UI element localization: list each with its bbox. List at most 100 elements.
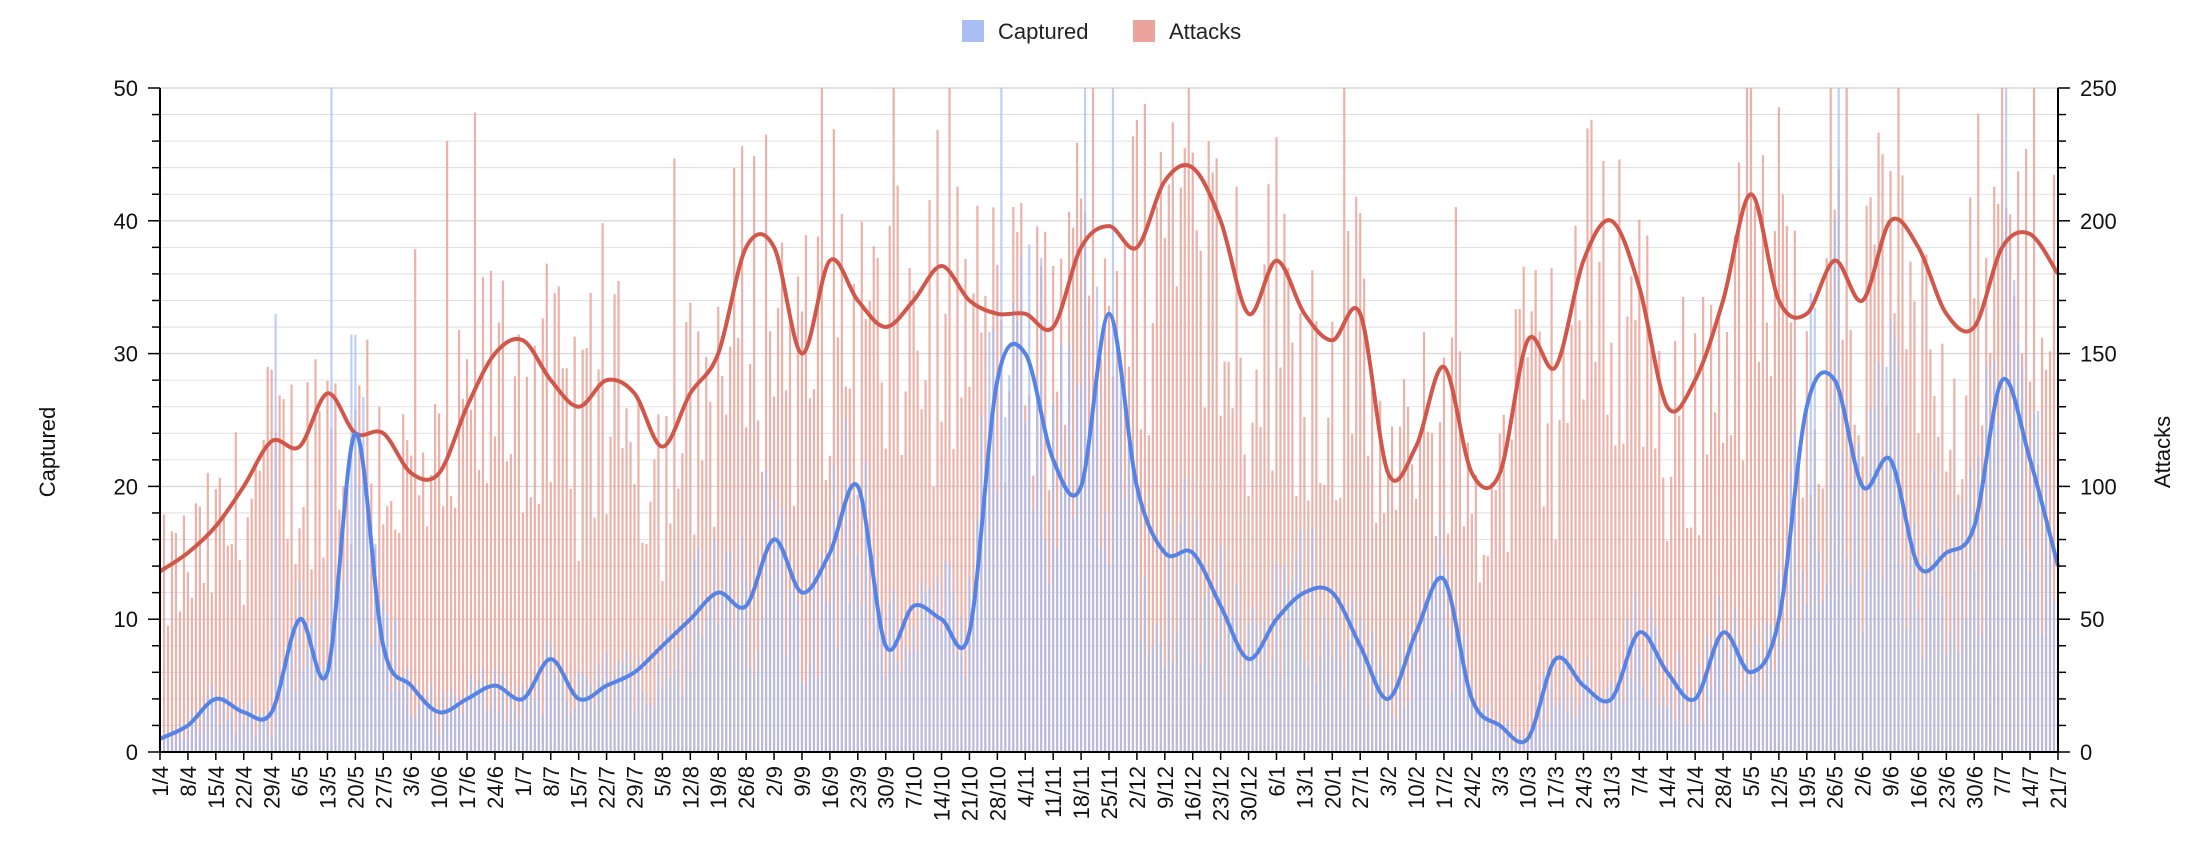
attacks-bar: [741, 146, 744, 753]
captured-bar: [2025, 549, 2028, 752]
attacks-bar: [1259, 427, 1262, 752]
attacks-bar: [286, 538, 289, 752]
captured-bar: [326, 661, 329, 752]
captured-bar: [1749, 682, 1753, 752]
attacks-bar: [808, 398, 812, 752]
captured-bar: [406, 668, 409, 752]
captured-bar: [1454, 629, 1457, 752]
captured-bar: [836, 647, 839, 752]
x-tick-label: 13/1: [1292, 766, 1317, 809]
captured-bar: [605, 652, 608, 752]
captured-bar: [876, 596, 879, 752]
captured-bar: [880, 613, 883, 752]
legend[interactable]: Captured Attacks: [962, 19, 1241, 44]
attacks-bar: [302, 507, 305, 752]
captured-bar: [764, 470, 768, 752]
captured-bar: [1271, 658, 1274, 752]
attacks-bar: [1279, 367, 1282, 752]
captured-bar: [1355, 632, 1358, 752]
attacks-bar: [314, 359, 317, 752]
captured-bar: [1311, 527, 1314, 752]
attacks-bar: [1418, 430, 1422, 752]
captured-bar: [1203, 597, 1206, 752]
attacks-bar: [250, 498, 253, 752]
captured-bar: [1000, 88, 1003, 752]
captured-bar: [1881, 578, 1884, 752]
attacks-bar: [1235, 186, 1238, 752]
x-tick-label: 22/4: [232, 766, 257, 809]
attacks-bar: [944, 313, 947, 752]
captured-bar: [804, 684, 808, 752]
x-tick-label: 7/7: [1990, 766, 2015, 797]
captured-bar: [1331, 656, 1334, 752]
x-tick-label: 16/9: [818, 766, 843, 809]
attacks-bar: [322, 557, 325, 752]
attacks-bar: [1072, 227, 1075, 752]
attacks-bar: [1698, 535, 1701, 752]
captured-bar: [366, 508, 369, 752]
captured-bar: [613, 675, 616, 752]
captured-bar: [1235, 584, 1238, 752]
captured-bar: [513, 708, 516, 752]
captured-bar: [1008, 375, 1011, 752]
attacks-bar: [1630, 276, 1633, 752]
captured-bar: [1259, 662, 1262, 752]
attacks-bar: [1339, 497, 1342, 752]
captured-bar: [868, 640, 871, 752]
captured-bar: [254, 735, 257, 752]
attacks-bar: [1458, 351, 1461, 752]
captured-bar: [1215, 639, 1218, 752]
captured-bar: [242, 723, 245, 752]
x-tick-label: 29/7: [623, 766, 648, 809]
attacks-bar: [1558, 420, 1561, 752]
attacks-bar: [1355, 196, 1358, 752]
attacks-bar: [1482, 554, 1485, 752]
attacks-bar: [1861, 456, 1864, 752]
captured-bar: [162, 734, 166, 752]
attacks-bar: [1530, 311, 1533, 752]
x-tick-label: 24/6: [483, 766, 508, 809]
attacks-bar: [1490, 482, 1493, 752]
attacks-bar: [621, 447, 624, 752]
captured-bar: [792, 583, 796, 752]
attacks-bar: [657, 414, 660, 752]
attacks-bar: [1721, 442, 1725, 752]
captured-bar: [1514, 743, 1517, 752]
captured-bar: [354, 334, 357, 752]
captured-bar: [434, 715, 437, 752]
captured-bar: [2021, 368, 2024, 752]
captured-bar: [713, 539, 716, 752]
captured-bar: [944, 560, 947, 752]
x-tick-label: 2/12: [1125, 766, 1150, 809]
captured-bar: [1678, 652, 1681, 752]
attacks-bar: [880, 382, 883, 752]
captured-bar: [453, 695, 457, 752]
attacks-bar: [390, 500, 393, 752]
legend-swatch-captured: [962, 20, 984, 42]
captured-bar: [422, 695, 425, 752]
captured-bar: [1650, 607, 1653, 752]
captured-bar: [1885, 366, 1888, 752]
attacks-bar: [717, 306, 720, 752]
x-tick-label: 26/8: [734, 766, 759, 809]
attacks-bar: [1363, 278, 1366, 752]
captured-bar: [1502, 734, 1505, 752]
captured-bar: [1785, 634, 1788, 752]
captured-bar: [414, 718, 417, 752]
captured-bar: [477, 681, 481, 752]
captured-bar: [936, 577, 939, 752]
attacks-bar: [198, 506, 201, 752]
attacks-bar: [1379, 400, 1382, 752]
attacks-bar: [2001, 88, 2004, 752]
x-tick-label: 23/6: [1934, 766, 1959, 809]
attacks-bar: [677, 488, 680, 752]
captured-bar: [178, 723, 182, 752]
y-axis-title-left: Captured: [35, 407, 60, 498]
attacks-bar: [501, 280, 505, 752]
captured-bar: [1103, 512, 1107, 752]
captured-bar: [529, 695, 532, 752]
attacks-bar: [900, 454, 903, 752]
attacks-bar: [1590, 119, 1593, 752]
attacks-bar: [589, 292, 592, 752]
attacks-bar: [697, 331, 700, 752]
